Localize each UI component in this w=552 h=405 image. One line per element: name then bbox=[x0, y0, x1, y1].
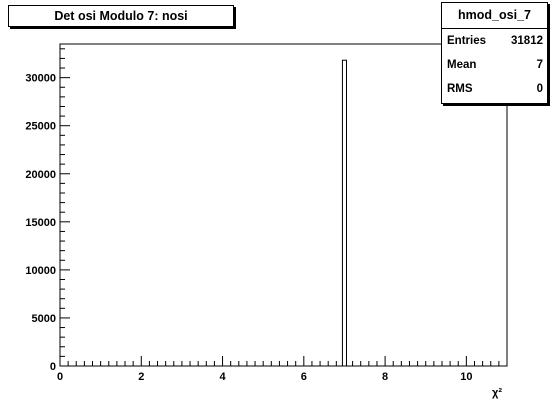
stats-value: 0 bbox=[536, 83, 543, 95]
stats-histogram-name: hmod_osi_7 bbox=[442, 3, 547, 29]
stats-row-mean: Mean 7 bbox=[442, 53, 547, 77]
y-tick-label: 25000 bbox=[25, 121, 56, 133]
histogram-title: Det osi Modulo 7: nosi bbox=[8, 5, 234, 27]
x-tick-label: 6 bbox=[301, 371, 307, 383]
y-axis: 0 5000 10000 15000 20000 25000 30000 bbox=[25, 48, 70, 373]
stats-label: RMS bbox=[447, 83, 473, 95]
y-tick-label: 5000 bbox=[32, 313, 56, 325]
x-axis-label: χ² bbox=[492, 387, 502, 399]
x-tick-label: 10 bbox=[460, 371, 472, 383]
stats-label: Mean bbox=[447, 59, 477, 71]
x-tick-label: 0 bbox=[57, 371, 63, 383]
histogram-bin bbox=[341, 59, 347, 367]
x-tick-label: 2 bbox=[138, 371, 144, 383]
stats-label: Entries bbox=[447, 35, 486, 47]
y-tick-label: 20000 bbox=[25, 169, 56, 181]
y-tick-label: 0 bbox=[50, 361, 56, 373]
y-tick-label: 30000 bbox=[25, 73, 56, 85]
stats-box: hmod_osi_7 Entries 31812 Mean 7 RMS 0 bbox=[441, 2, 548, 104]
y-tick-label: 15000 bbox=[25, 217, 56, 229]
plot-frame bbox=[59, 43, 508, 367]
x-tick-label: 8 bbox=[382, 371, 388, 383]
y-tick-label: 10000 bbox=[25, 265, 56, 277]
stats-row-entries: Entries 31812 bbox=[442, 29, 547, 53]
histogram-bars bbox=[341, 59, 347, 367]
x-tick-label: 4 bbox=[219, 371, 226, 383]
x-axis: 0 2 4 6 8 10 bbox=[57, 356, 508, 383]
stats-value: 7 bbox=[536, 59, 543, 71]
stats-row-rms: RMS 0 bbox=[442, 77, 547, 101]
stats-value: 31812 bbox=[511, 35, 543, 47]
